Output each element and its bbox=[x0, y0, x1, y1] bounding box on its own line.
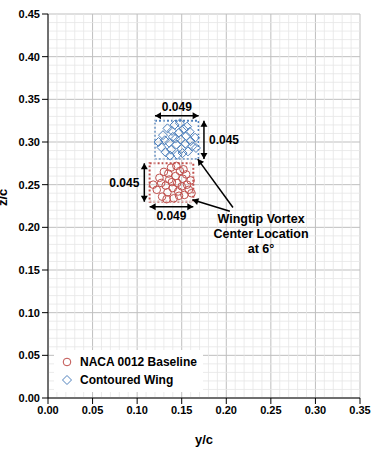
svg-text:z/c: z/c bbox=[8, 189, 10, 206]
svg-text:0.35: 0.35 bbox=[349, 404, 370, 416]
svg-text:0.049: 0.049 bbox=[156, 209, 186, 223]
svg-text:0.25: 0.25 bbox=[260, 404, 281, 416]
svg-text:0.15: 0.15 bbox=[19, 264, 40, 276]
svg-text:Wingtip VortexCenter Locationa: Wingtip VortexCenter Locationat 6° bbox=[213, 212, 308, 256]
svg-text:0.00: 0.00 bbox=[37, 404, 58, 416]
svg-text:0.20: 0.20 bbox=[19, 221, 40, 233]
svg-text:0.20: 0.20 bbox=[216, 404, 237, 416]
svg-text:0.05: 0.05 bbox=[82, 404, 103, 416]
html-text:Contoured Wing: Contoured Wing bbox=[80, 373, 174, 387]
svg-text:y/c: y/c bbox=[195, 432, 213, 447]
svg-text:0.30: 0.30 bbox=[305, 404, 326, 416]
html-text:NACA 0012 Baseline: NACA 0012 Baseline bbox=[80, 355, 197, 369]
svg-text:0.05: 0.05 bbox=[19, 349, 40, 361]
svg-text:0.30: 0.30 bbox=[19, 136, 40, 148]
svg-text:0.10: 0.10 bbox=[19, 307, 40, 319]
svg-text:0.045: 0.045 bbox=[109, 176, 139, 190]
svg-text:0.40: 0.40 bbox=[19, 51, 40, 63]
svg-text:0.15: 0.15 bbox=[171, 404, 192, 416]
svg-text:0.00: 0.00 bbox=[19, 392, 40, 404]
svg-text:0.10: 0.10 bbox=[126, 404, 147, 416]
svg-text:0.045: 0.045 bbox=[209, 133, 239, 147]
svg-text:0.45: 0.45 bbox=[19, 8, 40, 20]
svg-text:0.35: 0.35 bbox=[19, 93, 40, 105]
svg-text:0.25: 0.25 bbox=[19, 179, 40, 191]
svg-text:0.049: 0.049 bbox=[162, 100, 192, 114]
